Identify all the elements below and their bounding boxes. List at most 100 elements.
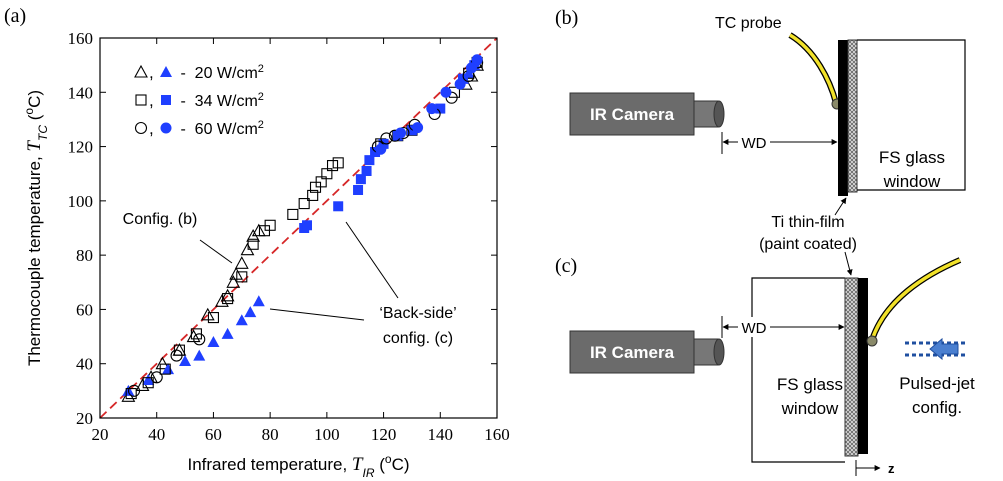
square-marker — [207, 312, 219, 324]
circle-marker — [465, 62, 477, 74]
film-arrow — [844, 251, 853, 276]
square-marker — [298, 198, 310, 210]
x-tick-label: 40 — [148, 425, 165, 444]
triangle-marker — [251, 223, 266, 237]
circle-marker — [395, 127, 407, 139]
legend-text: - 20 W/cm — [176, 65, 258, 82]
triangle-marker — [244, 306, 257, 318]
probe-tip — [866, 335, 878, 347]
square-marker — [364, 155, 375, 166]
panel-label: (b) — [555, 7, 578, 29]
probe-label: TC probe — [715, 15, 782, 32]
triangle-marker — [220, 288, 235, 302]
x-axis-label-part: Infrared temperature, — [187, 455, 351, 474]
x-tick-label: 160 — [484, 425, 510, 444]
square-marker — [353, 185, 364, 195]
circle-marker — [127, 384, 141, 397]
legend-marker — [161, 95, 171, 105]
circle-marker — [412, 122, 424, 134]
circle-marker — [170, 349, 183, 362]
camera — [569, 92, 695, 136]
legend-sep: , — [149, 91, 154, 110]
circle-marker — [380, 132, 393, 145]
y-tick-label: 120 — [68, 138, 94, 157]
square-marker — [378, 138, 389, 149]
window-label: window — [883, 172, 941, 191]
jet-arrow — [929, 337, 959, 361]
legend-marker — [134, 121, 148, 135]
film-label: (paint coated) — [759, 236, 857, 253]
triangle-marker — [235, 314, 248, 326]
square-marker — [307, 189, 319, 201]
leader-line — [269, 308, 365, 321]
y-tick-label: 140 — [68, 83, 94, 102]
square-marker — [361, 166, 372, 176]
camera-label: IR Camera — [590, 343, 675, 362]
square-marker — [222, 293, 234, 305]
square-marker — [287, 208, 299, 220]
window-label: FS glass — [777, 375, 843, 394]
circle-marker — [426, 103, 438, 115]
camera — [569, 330, 695, 374]
jet-label: config. — [912, 398, 962, 417]
window-label: window — [781, 399, 839, 418]
legend-sup: 2 — [258, 119, 264, 131]
legend-sep: , — [149, 119, 154, 138]
probe — [870, 258, 961, 341]
circle-marker — [471, 54, 483, 66]
legend-marker — [160, 66, 172, 77]
legend-sup: 2 — [258, 91, 264, 103]
triangle-marker — [252, 295, 265, 307]
annotation: config. (c) — [383, 330, 453, 347]
square-marker — [370, 147, 381, 157]
diagram-b: (b) TC probe IR Camera WD FS glass windo… — [555, 7, 966, 276]
legend-marker — [160, 122, 172, 134]
x-axis-label-part: T — [352, 454, 364, 475]
triangle-marker — [155, 356, 170, 370]
film-black — [838, 40, 848, 196]
square-marker — [332, 157, 344, 169]
probe — [869, 257, 962, 341]
y-axis-label: Thermocouple temperature, TTC (oC) — [22, 90, 50, 366]
wd-label: WD — [742, 135, 767, 152]
lens — [713, 100, 725, 128]
triangle-marker — [229, 266, 244, 280]
y-axis-label-part: TC — [36, 125, 50, 141]
reference-line — [99, 37, 498, 419]
jet-label: Pulsed-jet — [899, 374, 975, 393]
y-axis-label-part: T — [24, 140, 45, 152]
y-axis-label-part: Thermocouple temperature, — [25, 152, 44, 367]
square-marker — [406, 125, 417, 136]
triangle-marker — [179, 355, 192, 366]
panel-label: (a) — [4, 5, 26, 27]
x-tick-label: 100 — [314, 425, 340, 444]
y-tick-label: 40 — [76, 355, 93, 374]
triangle-marker — [234, 256, 249, 269]
square-marker — [315, 176, 327, 188]
z-label: z — [888, 461, 895, 476]
y-tick-label: 20 — [76, 409, 93, 428]
annotation: Config. (b) — [123, 211, 198, 228]
glass — [857, 39, 966, 191]
square-marker — [435, 103, 446, 114]
film-hatch — [847, 39, 858, 193]
square-marker — [264, 219, 276, 231]
x-axis-label: Infrared temperature, TIR (oC) — [187, 452, 409, 480]
square-marker — [125, 388, 137, 400]
triangle-marker — [200, 307, 215, 321]
chart-a: (a) 20 40 60 80 100 120 140 160 20 40 60 80 100 120 140… — [4, 5, 510, 480]
circle-marker — [193, 333, 206, 346]
circle-marker — [375, 143, 387, 155]
wd-bg — [738, 317, 770, 337]
legend-label: - 60 W/cm2 — [176, 119, 264, 138]
circle-marker — [150, 371, 163, 384]
diagram-c: (c) FS glass window IR Camera WD Pulsed-… — [555, 255, 975, 476]
y-axis-label-part: o — [22, 108, 36, 115]
film-label: Ti thin-film — [771, 214, 844, 231]
y-axis-label-part: ( — [25, 114, 44, 125]
y-tick-label: 160 — [68, 29, 94, 48]
x-tick-label: 60 — [205, 425, 222, 444]
panel-label: (c) — [555, 255, 577, 277]
triangle-marker — [186, 329, 201, 343]
